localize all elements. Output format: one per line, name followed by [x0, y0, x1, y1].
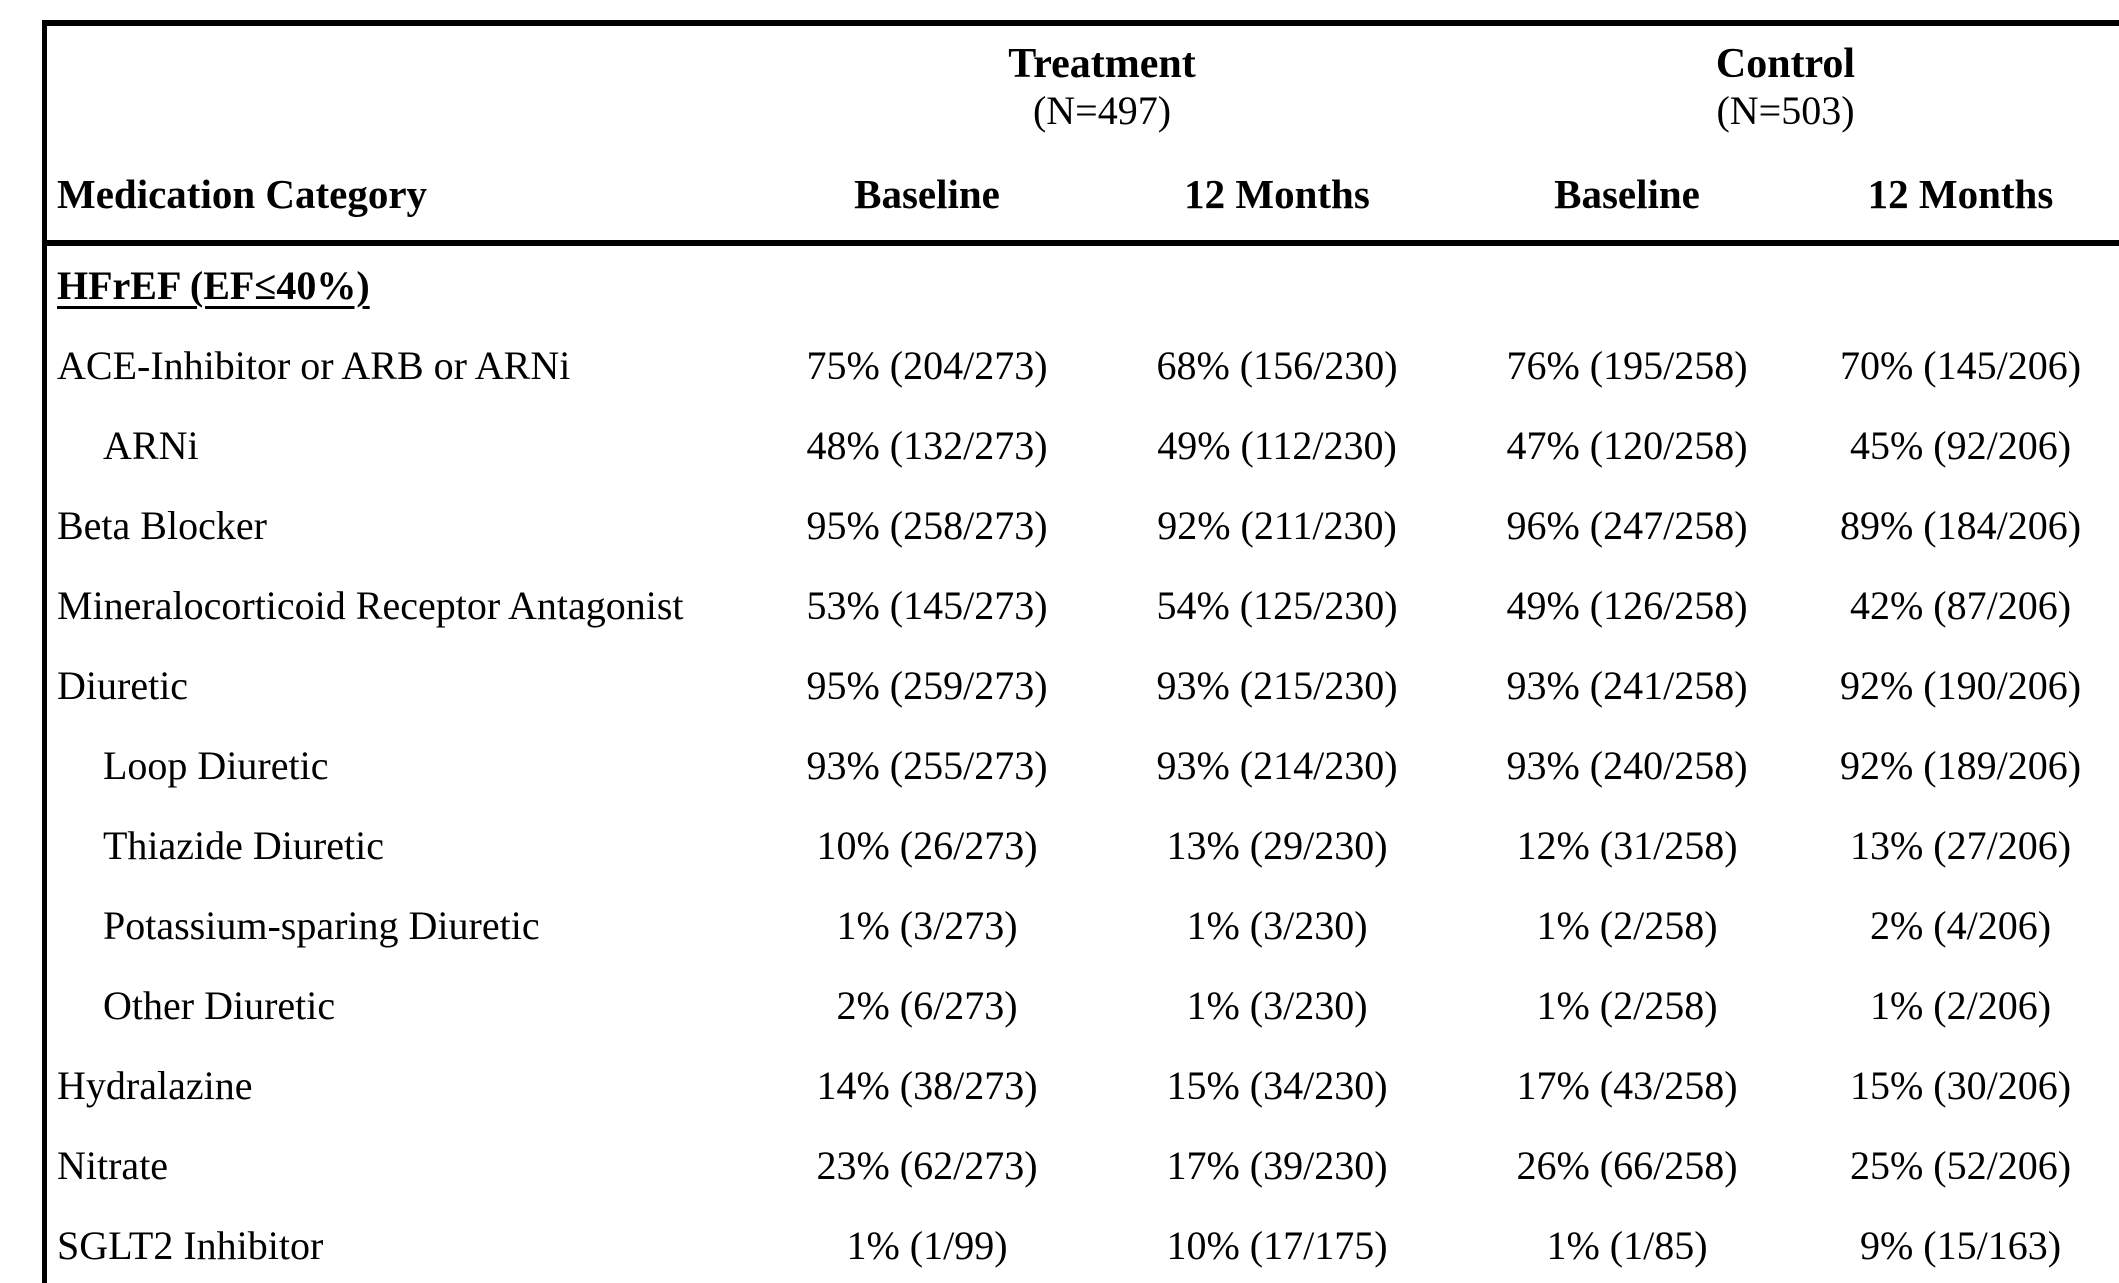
cell-control-baseline: 12% (31/258)	[1516, 822, 1738, 868]
row-label: Mineralocorticoid Receptor Antagonist	[57, 582, 684, 628]
table-row: ACE-Inhibitor or ARB or ARNi 75% (204/27…	[47, 325, 2119, 405]
row-label: SGLT2 Inhibitor	[57, 1222, 324, 1268]
row-label: Nitrate	[57, 1142, 169, 1188]
cell-control-12months: 42% (87/206)	[1849, 582, 2072, 628]
row-label: Loop Diuretic	[103, 742, 329, 788]
cell-treatment-12months: 13% (29/230)	[1166, 822, 1388, 868]
table-header: Treatment (N=497) Control (N=503) Medica…	[47, 26, 2119, 246]
group-header-control: Control (N=503)	[1452, 40, 2119, 158]
cell-control-baseline: 47% (120/258)	[1506, 422, 1748, 468]
cell-control-baseline: 26% (66/258)	[1516, 1142, 1738, 1188]
cell-treatment-baseline: 2% (6/273)	[836, 982, 1018, 1028]
treatment-group-n: (N=497)	[1032, 88, 1172, 134]
column-header-row: Medication Category Baseline 12 Months B…	[47, 158, 2119, 240]
cell-treatment-12months: 1% (3/230)	[1186, 982, 1368, 1028]
table-row: SGLT2 Inhibitor 1% (1/99) 10% (17/175) 1…	[47, 1205, 2119, 1283]
column-header-treatment-baseline: Baseline	[854, 171, 1000, 217]
group-header-spacer	[47, 40, 752, 158]
row-label: ARNi	[103, 422, 199, 468]
table-body: HFrEF (EF≤40%) ACE-Inhibitor or ARB or A…	[47, 246, 2119, 1283]
cell-control-baseline: 96% (247/258)	[1506, 502, 1748, 548]
table-row: Other Diuretic 2% (6/273) 1% (3/230) 1% …	[47, 965, 2119, 1045]
row-label: ACE-Inhibitor or ARB or ARNi	[57, 342, 571, 388]
row-label: Beta Blocker	[57, 502, 267, 548]
column-header-control-12months: 12 Months	[1867, 171, 2054, 217]
cell-treatment-12months: 17% (39/230)	[1166, 1142, 1388, 1188]
table-row: Nitrate 23% (62/273) 17% (39/230) 26% (6…	[47, 1125, 2119, 1205]
cell-treatment-12months: 93% (214/230)	[1156, 742, 1398, 788]
cell-control-12months: 70% (145/206)	[1839, 342, 2082, 388]
section-header-row: HFrEF (EF≤40%)	[47, 246, 2119, 325]
column-header-control-baseline: Baseline	[1554, 171, 1700, 217]
table-row: Beta Blocker 95% (258/273) 92% (211/230)…	[47, 485, 2119, 565]
cell-treatment-baseline: 93% (255/273)	[806, 742, 1048, 788]
cell-treatment-baseline: 1% (1/99)	[846, 1222, 1008, 1268]
medication-table: Treatment (N=497) Control (N=503) Medica…	[42, 20, 2119, 1283]
cell-treatment-baseline: 48% (132/273)	[806, 422, 1048, 468]
cell-control-12months: 92% (190/206)	[1839, 662, 2082, 708]
row-label: Hydralazine	[57, 1062, 253, 1108]
cell-treatment-baseline: 23% (62/273)	[816, 1142, 1038, 1188]
group-header-row: Treatment (N=497) Control (N=503)	[47, 26, 2119, 158]
row-label: Other Diuretic	[103, 982, 336, 1028]
cell-control-baseline: 76% (195/258)	[1506, 342, 1748, 388]
cell-control-baseline: 49% (126/258)	[1506, 582, 1748, 628]
cell-control-12months: 89% (184/206)	[1839, 502, 2082, 548]
cell-treatment-baseline: 10% (26/273)	[816, 822, 1038, 868]
table-row: Hydralazine 14% (38/273) 15% (34/230) 17…	[47, 1045, 2119, 1125]
row-label: Thiazide Diuretic	[103, 822, 384, 868]
table-row: Diuretic 95% (259/273) 93% (215/230) 93%…	[47, 645, 2119, 725]
cell-treatment-baseline: 75% (204/273)	[806, 342, 1048, 388]
column-header-treatment-12months: 12 Months	[1184, 171, 1370, 217]
row-label: Diuretic	[57, 662, 189, 708]
cell-treatment-baseline: 14% (38/273)	[816, 1062, 1038, 1108]
cell-treatment-12months: 1% (3/230)	[1186, 902, 1368, 948]
cell-treatment-12months: 93% (215/230)	[1156, 662, 1398, 708]
cell-control-12months: 13% (27/206)	[1849, 822, 2072, 868]
cell-control-12months: 92% (189/206)	[1839, 742, 2082, 788]
cell-control-12months: 1% (2/206)	[1869, 982, 2052, 1028]
cell-treatment-baseline: 1% (3/273)	[836, 902, 1018, 948]
cell-control-12months: 15% (30/206)	[1849, 1062, 2072, 1108]
column-header-category: Medication Category	[57, 171, 428, 217]
table-row: Thiazide Diuretic 10% (26/273) 13% (29/2…	[47, 805, 2119, 885]
cell-treatment-12months: 10% (17/175)	[1166, 1222, 1388, 1268]
table-row: ARNi 48% (132/273) 49% (112/230) 47% (12…	[47, 405, 2119, 485]
table-row: Potassium-sparing Diuretic 1% (3/273) 1%…	[47, 885, 2119, 965]
cell-treatment-12months: 49% (112/230)	[1157, 422, 1397, 468]
cell-control-baseline: 93% (241/258)	[1506, 662, 1748, 708]
cell-treatment-baseline: 53% (145/273)	[806, 582, 1048, 628]
cell-control-baseline: 1% (2/258)	[1536, 982, 1718, 1028]
cell-treatment-12months: 68% (156/230)	[1156, 342, 1398, 388]
cell-control-12months: 25% (52/206)	[1849, 1142, 2072, 1188]
cell-treatment-12months: 54% (125/230)	[1156, 582, 1398, 628]
cell-treatment-baseline: 95% (259/273)	[806, 662, 1048, 708]
cell-control-12months: 9% (15/163)	[1859, 1222, 2062, 1268]
cell-control-baseline: 1% (1/85)	[1546, 1222, 1708, 1268]
row-label: Potassium-sparing Diuretic	[103, 902, 540, 948]
control-group-label: Control	[1715, 41, 1856, 87]
group-header-treatment: Treatment (N=497)	[752, 40, 1452, 158]
cell-control-12months: 2% (4/206)	[1869, 902, 2052, 948]
control-group-n: (N=503)	[1716, 88, 1855, 134]
cell-control-baseline: 1% (2/258)	[1536, 902, 1718, 948]
treatment-group-label: Treatment	[1008, 41, 1196, 87]
cell-control-12months: 45% (92/206)	[1849, 422, 2072, 468]
section-header-label: HFrEF (EF≤40%)	[57, 263, 370, 308]
cell-control-baseline: 17% (43/258)	[1516, 1062, 1738, 1108]
table-row: Loop Diuretic 93% (255/273) 93% (214/230…	[47, 725, 2119, 805]
cell-control-baseline: 93% (240/258)	[1506, 742, 1748, 788]
cell-treatment-12months: 92% (211/230)	[1157, 502, 1397, 548]
cell-treatment-baseline: 95% (258/273)	[806, 502, 1048, 548]
table-row: Mineralocorticoid Receptor Antagonist 53…	[47, 565, 2119, 645]
cell-treatment-12months: 15% (34/230)	[1166, 1062, 1388, 1108]
